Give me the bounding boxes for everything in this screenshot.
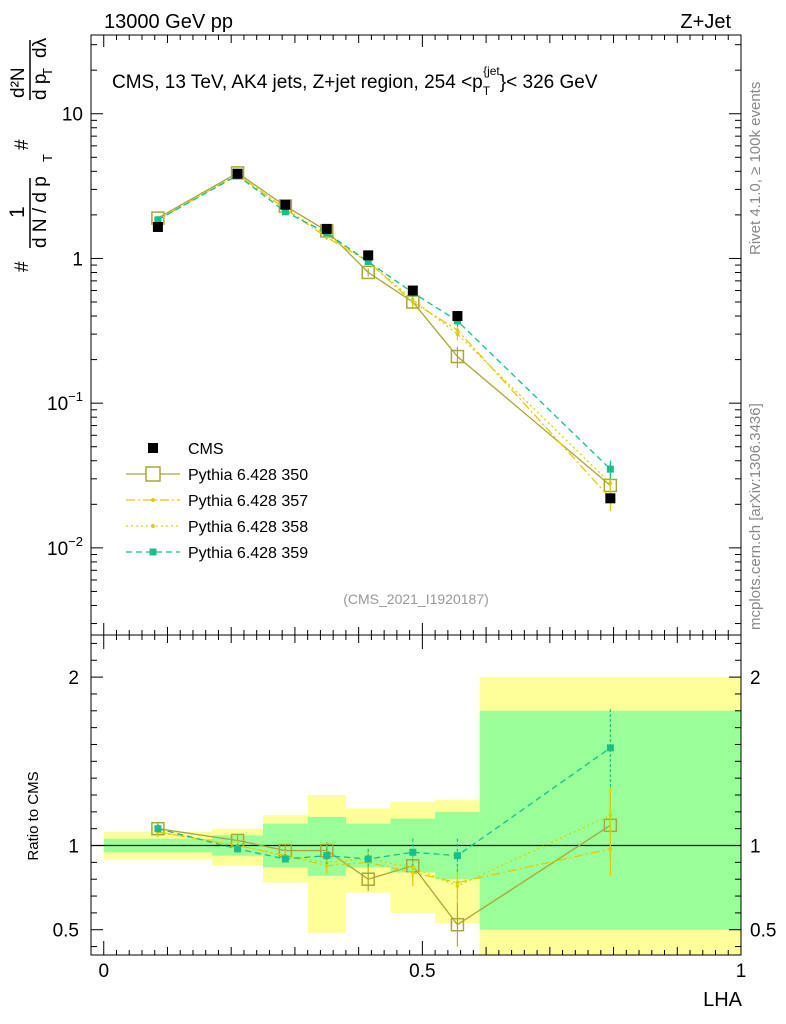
ratio-y-tick-label-left: 2: [68, 668, 79, 689]
series-line-pythia-6.428-350: [157, 172, 611, 486]
ratio-y-tick-label-right: 2: [750, 668, 761, 689]
title-close: }: [500, 72, 506, 93]
cms-data-point: [321, 223, 332, 234]
analysis-id-watermark: (CMS_2021_I1920187): [343, 591, 489, 607]
legend-label: Pythia 6.428 358: [188, 519, 308, 536]
cms-data-point: [363, 250, 374, 261]
title-prefix: CMS, 13 TeV, AK4 jets, Z+jet region, 254…: [112, 72, 483, 93]
rivet-version-label: Rivet 4.1.0, ≥ 100k events: [747, 82, 764, 255]
title-sup: {jet: [483, 64, 500, 78]
title-sub: T: [483, 84, 491, 98]
marker-square: [364, 258, 372, 266]
ratio-y-tick-label-left: 1: [68, 837, 79, 858]
ratio-line-pythia-6.428-357: [157, 831, 611, 884]
ratio-uncertainty-bands: [103, 677, 741, 955]
y-tick-label: 10: [62, 105, 83, 126]
energy-label: 13000 GeV pp: [104, 11, 233, 33]
series-line-pythia-6.428-358: [157, 173, 611, 484]
cms-data-point: [407, 285, 418, 296]
x-axis-label: LHA: [703, 989, 743, 1011]
ratio-marker-square: [364, 855, 372, 863]
marker-dot: [608, 481, 613, 485]
ratio-marker-square: [323, 852, 331, 860]
ratio-marker-square: [606, 744, 614, 752]
legend-label: Pythia 6.428 359: [188, 545, 308, 562]
ratio-line-pythia-6.428-359: [157, 747, 611, 860]
legend-marker: [151, 498, 155, 502]
ylabel-dN-dpT: d N / d p: [30, 176, 51, 248]
legend-label: CMS: [188, 441, 224, 458]
y-tick-label: 1: [72, 249, 83, 270]
x-tick-label: 0.5: [409, 961, 435, 982]
mcplots-label: mcplots.cern.ch [arXiv:1306.3436]: [747, 403, 764, 630]
legend-label: Pythia 6.428 357: [188, 493, 308, 510]
ylabel-T-sub-2: T: [40, 68, 55, 76]
ratio-marker-square: [154, 825, 162, 833]
marker-open-square: [361, 265, 375, 280]
marker-open-square: [450, 349, 465, 364]
process-label: Z+Jet: [680, 11, 731, 33]
marker-square: [281, 208, 289, 216]
legend-label: Pythia 6.428 350: [188, 467, 308, 484]
ratio-panel: 0.5 0.51 12 20 0.5 1: [53, 634, 776, 982]
ratio-ylabel: Ratio to CMS: [25, 771, 42, 860]
ratio-marker-dot: [608, 847, 613, 851]
marker-dot: [411, 297, 415, 302]
legend-marker-cms: [148, 443, 158, 453]
marker-square: [606, 465, 614, 473]
ylabel-one: 1: [6, 206, 29, 218]
cms-data-point: [605, 493, 616, 504]
ratio-y-tick-label-right: 0.5: [750, 921, 776, 942]
ylabel-dlambda: dλ: [30, 37, 51, 58]
legend: CMS Pythia 6.428 350 Pythia 6.428 357 Pythi…: [126, 441, 308, 562]
ylabel-hash-2: #: [12, 139, 33, 150]
title-suffix: < 326 GeV: [506, 72, 598, 93]
ratio-marker-square: [409, 848, 417, 856]
legend-marker: [151, 524, 155, 528]
ratio-marker-square: [234, 845, 242, 853]
ylabel-T-sub-1: T: [40, 154, 55, 162]
ratio-series-layer: [151, 709, 618, 947]
cms-data-point: [152, 221, 163, 232]
series-line-pythia-6.428-359: [157, 174, 611, 470]
ylabel-hash-1: #: [12, 261, 33, 272]
x-tick-label: 1: [736, 961, 747, 982]
ylabel-d2N: d²N: [8, 67, 29, 98]
series-line-pythia-6.428-357: [157, 173, 611, 499]
ylabel-dp: d p: [30, 74, 51, 100]
cms-data-point: [280, 199, 291, 210]
main-ylabel: # 1 d N / d p T # d²N d p T dλ: [6, 37, 55, 272]
ratio-y-tick-label-right: 1: [750, 837, 761, 858]
ratio-y-tick-label-left: 0.5: [53, 921, 79, 942]
y-tick-label: 10−1: [47, 389, 83, 415]
marker-square: [154, 216, 162, 224]
legend-marker: [145, 466, 161, 482]
legend-marker: [149, 548, 157, 556]
main-panel: 10−2 10−1 1 10: [47, 34, 742, 636]
ratio-marker-dot: [455, 884, 460, 888]
marker-open-square: [230, 166, 245, 180]
ratio-marker-square: [281, 855, 289, 863]
ratio-line-pythia-6.428-350: [157, 824, 611, 926]
cms-data-point: [452, 311, 463, 322]
ratio-marker-dot: [608, 813, 613, 818]
x-tick-label: 0: [98, 961, 109, 982]
ratio-marker-dot: [411, 865, 415, 870]
main-series-layer: [151, 166, 618, 511]
y-tick-label: 10−2: [47, 534, 83, 560]
ratio-marker-open-square: [450, 917, 465, 932]
marker-dot: [455, 332, 460, 336]
chart-title: CMS, 13 TeV, AK4 jets, Z+jet region, 254…: [112, 64, 598, 98]
cms-data-point: [232, 168, 243, 179]
ratio-marker-open-square: [361, 872, 375, 886]
ratio-marker-square: [453, 852, 461, 860]
